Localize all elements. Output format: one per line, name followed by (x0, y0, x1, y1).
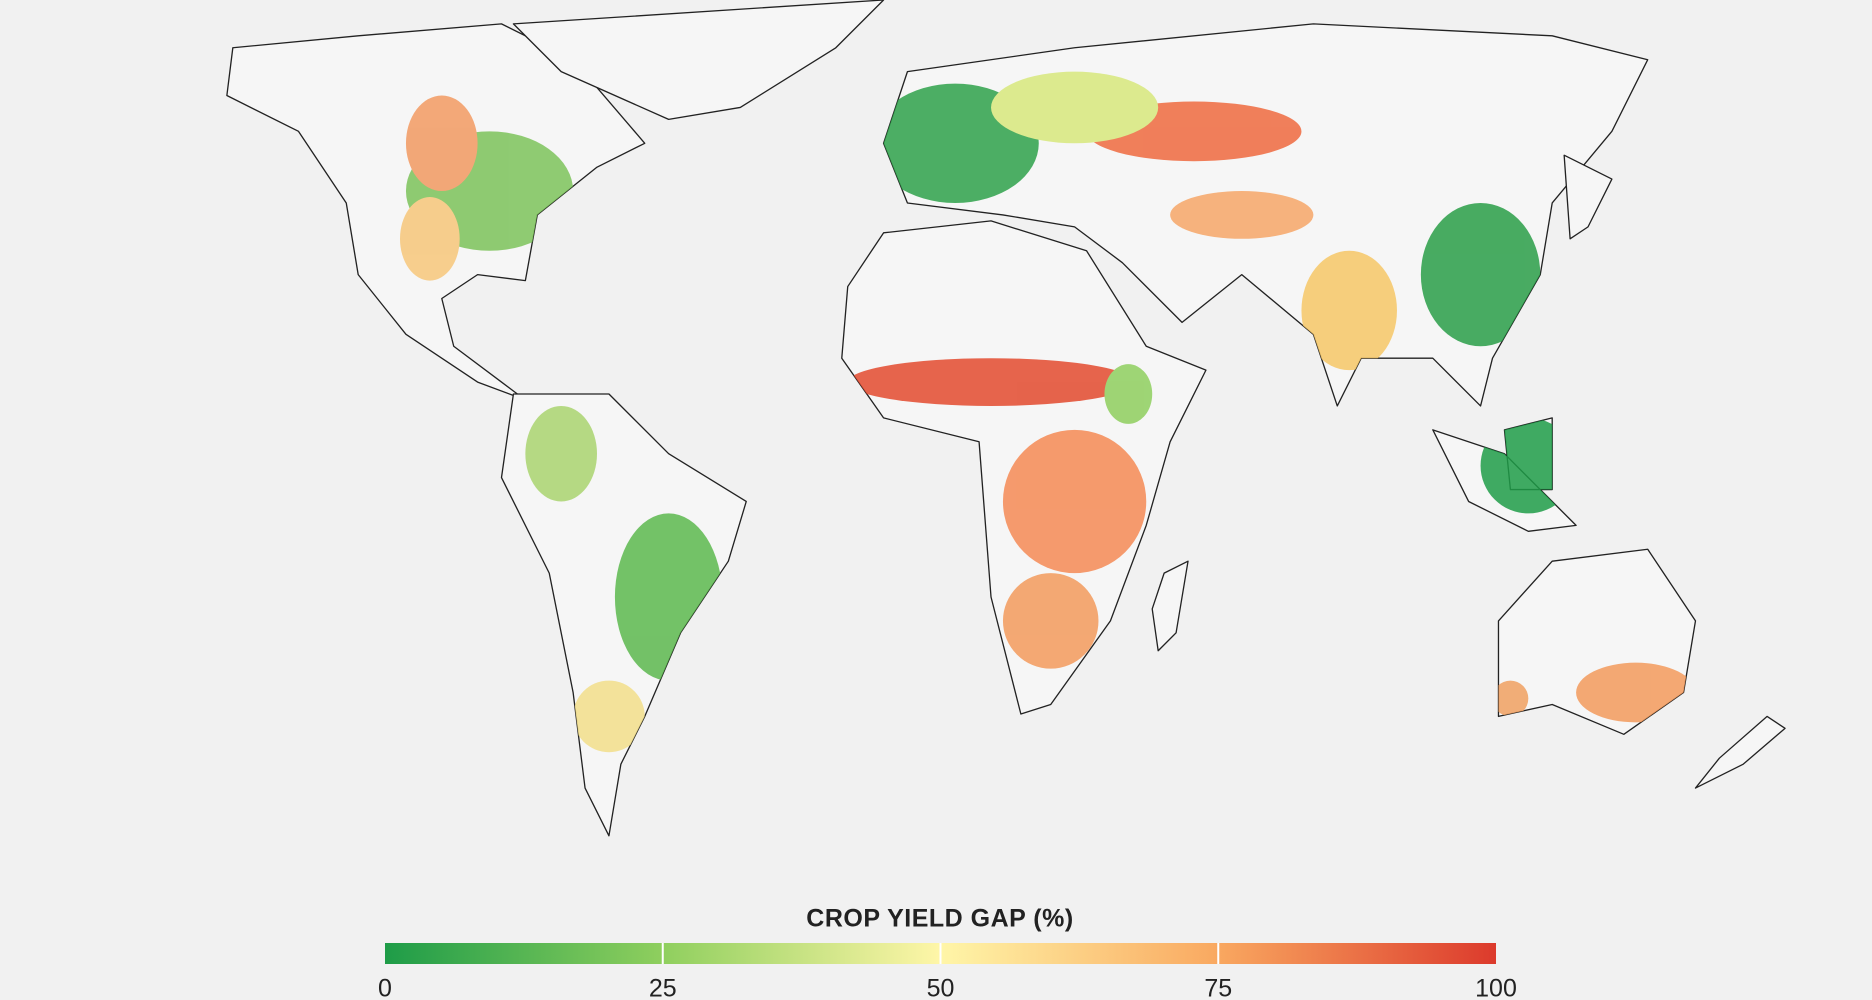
tick-label: 25 (649, 975, 677, 1000)
world-map (226, 0, 1786, 837)
tick-label: 100 (1475, 975, 1517, 1000)
tick-label: 50 (927, 975, 955, 1000)
legend: CROP YIELD GAP (%) 0 25 50 75 100 (378, 905, 1517, 1000)
tick-label: 75 (1204, 975, 1232, 1000)
tick-label: 0 (378, 975, 392, 1000)
legend-title: CROP YIELD GAP (%) (806, 905, 1073, 933)
